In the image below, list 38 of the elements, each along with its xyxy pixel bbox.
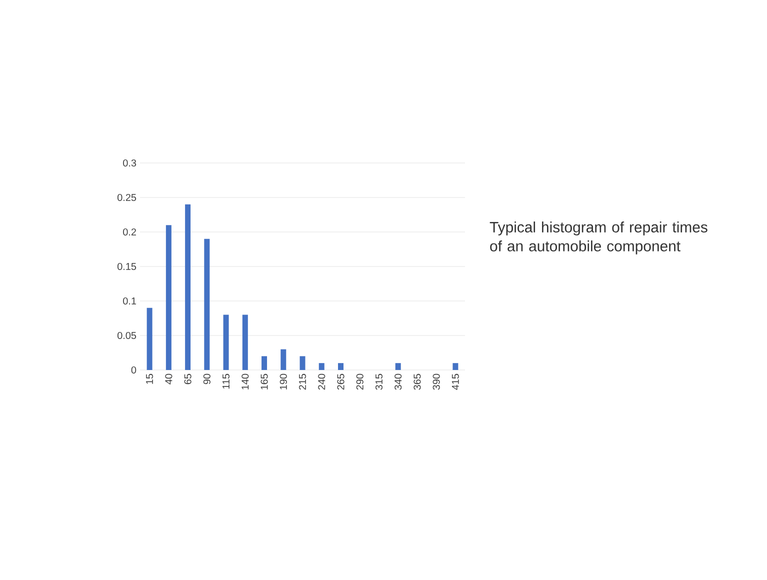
bar	[395, 363, 401, 370]
y-tick-label: 0	[131, 366, 136, 374]
bar	[166, 225, 172, 370]
text: Typical histogram of repair times of an automobile component	[490, 222, 708, 254]
x-tick-label: 315	[375, 374, 383, 390]
y-tick-label: 0.3	[123, 159, 136, 167]
y-tick-label: 0.25	[117, 194, 136, 202]
x-tick-label: 65	[184, 374, 192, 384]
bar	[338, 363, 344, 370]
x-tick-label: 165	[260, 374, 268, 390]
x-tick-label: 115	[222, 374, 230, 389]
x-tick-label: 415	[452, 374, 459, 390]
bar	[146, 308, 152, 370]
bar	[280, 349, 286, 370]
x-tick-label: 390	[432, 374, 440, 390]
x-tick-label: 40	[165, 374, 172, 384]
x-tick-label: 190	[280, 374, 287, 390]
y-tick-label: 0.2	[123, 228, 136, 236]
x-tick-label: 215	[298, 374, 306, 390]
bar	[300, 356, 306, 370]
x-tick-label: 265	[337, 374, 344, 390]
y-tick-label: 0.05	[117, 332, 136, 340]
x-tick-label: 140	[242, 374, 249, 390]
x-tick-label: 15	[146, 374, 154, 384]
y-tick-label: 0.15	[117, 262, 136, 270]
bar	[318, 363, 324, 370]
bar	[204, 238, 210, 370]
x-tick-label: 365	[414, 374, 421, 390]
bar	[223, 314, 229, 370]
bar	[262, 356, 268, 370]
bar	[242, 314, 248, 370]
x-tick-label: 340	[394, 374, 402, 390]
bar	[185, 204, 191, 370]
bar	[452, 363, 458, 370]
x-tick-label: 290	[356, 374, 364, 390]
y-tick-label: 0.1	[123, 297, 136, 305]
x-tick-label: 90	[203, 374, 210, 384]
x-tick-label: 240	[318, 374, 326, 390]
